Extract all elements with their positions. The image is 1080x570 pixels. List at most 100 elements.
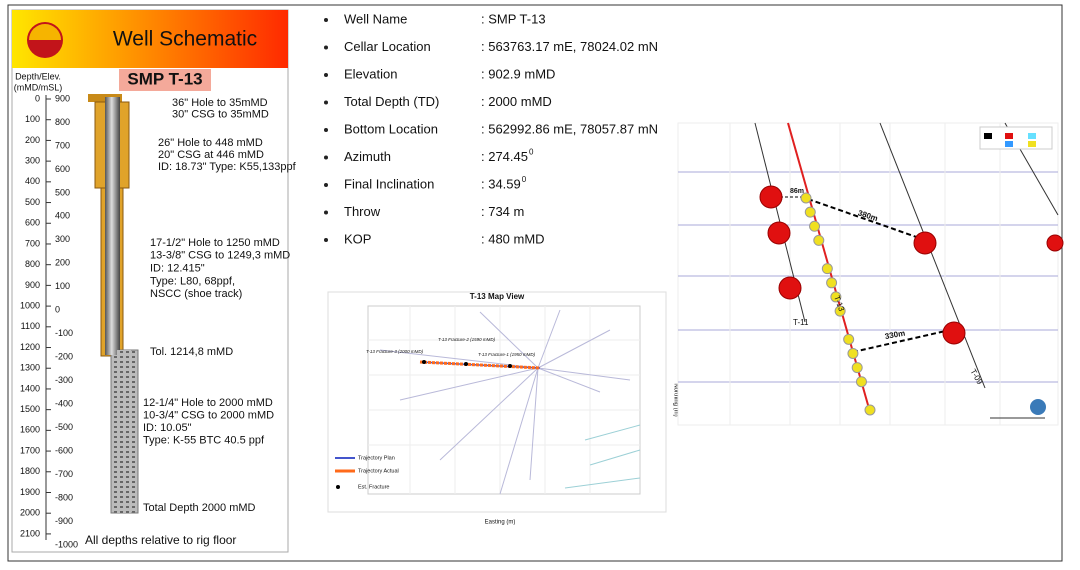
- map-y-label: Northing (m): [672, 383, 678, 416]
- elevation-tick-label: -1000: [55, 539, 78, 549]
- distance-label: 330m: [884, 329, 906, 341]
- map-contours: [564, 424, 641, 489]
- depth-tick-label: 1100: [21, 321, 40, 331]
- annotation: Total Depth 2000 mMD: [143, 502, 256, 514]
- info-value: : 734 m: [481, 204, 524, 219]
- fracture-point: [508, 364, 512, 368]
- distance-line: [807, 198, 926, 241]
- annotation: NSCC (shoe track): [150, 288, 242, 300]
- depth-tick-label: 200: [25, 135, 40, 145]
- fracture-point: [464, 362, 468, 366]
- map-view: T-13 Map View Easting (m) Northing (m) T-13…: [327, 291, 678, 526]
- bullet: [324, 100, 328, 105]
- axis-label: Depth/Elev.: [15, 71, 61, 81]
- annotation: 20" CSG at 446 mMD: [158, 149, 264, 161]
- depth-tick-label: 1500: [20, 404, 40, 414]
- legend-swatch: [1028, 141, 1036, 147]
- fracture-marker: [778, 276, 802, 300]
- annotation: 30" CSG to 35mMD: [172, 108, 269, 120]
- depth-tick-label: 2000: [20, 508, 40, 518]
- bullet: [324, 155, 328, 160]
- depth-tick-label: 500: [25, 197, 40, 207]
- info-value: : 480 mMD: [481, 231, 545, 246]
- depth-tick-label: 600: [25, 218, 40, 228]
- depth-tick-label: 2100: [20, 528, 40, 538]
- sensor-dot: [855, 376, 867, 388]
- fracture-label: T-13 Fracture-1 (1950 mMD): [478, 352, 536, 357]
- map-grid: [368, 306, 640, 494]
- info-label: Bottom Location: [344, 121, 438, 136]
- elevation-tick-label: 200: [55, 258, 70, 268]
- annotation: 26" Hole to 448 mMD: [158, 137, 263, 149]
- info-value: : SMP T-13: [481, 11, 546, 26]
- map-legend-label: Est. Fracture: [358, 484, 389, 490]
- bullet: [324, 45, 328, 50]
- depth-tick-label: 1900: [20, 487, 40, 497]
- depth-tick-label: 1800: [20, 466, 40, 476]
- sensor-dot: [821, 263, 833, 275]
- elevation-tick-label: -800: [55, 492, 73, 502]
- legend-swatch: [1005, 141, 1013, 147]
- annotation: ID: 10.05": [143, 422, 192, 434]
- fracture-marker: [942, 321, 966, 345]
- sensor-dot: [847, 347, 859, 359]
- annotation: 17-1/2" Hole to 1250 mMD: [150, 237, 280, 249]
- fracture-marker: [913, 231, 937, 255]
- legend-swatch: [984, 133, 992, 139]
- elevation-tick-label: 700: [55, 140, 70, 150]
- elevation-tick-label: 400: [55, 211, 70, 221]
- trajectory-actual: [419, 360, 541, 370]
- depth-tick-label: 1400: [20, 383, 40, 393]
- elevation-tick-label: -400: [55, 398, 73, 408]
- depth-tick-label: 900: [25, 280, 40, 290]
- logo-sun: [29, 24, 61, 40]
- bullet: [324, 128, 328, 132]
- info-label: Elevation: [344, 66, 397, 81]
- bullet: [324, 18, 328, 22]
- annotation: Tol. 1214,8 mMD: [150, 346, 233, 358]
- elevation-tick-label: 800: [55, 117, 70, 127]
- annotation: 13-3/8" CSG to 1249,3 mMD: [150, 250, 290, 262]
- liner: [117, 350, 131, 513]
- sensor-dot: [834, 305, 846, 317]
- view-3d: [677, 122, 1064, 426]
- map-x-label: Easting (m): [485, 520, 516, 526]
- sensor-dot: [809, 220, 821, 232]
- elevation-tick-label: -100: [55, 328, 73, 338]
- distance-label: 86m: [790, 188, 804, 195]
- info-label: Final Inclination: [344, 176, 434, 191]
- info-label: Throw: [344, 204, 381, 219]
- info-label: KOP: [344, 231, 371, 246]
- annotation: 12-1/4" Hole to 2000 mMD: [143, 397, 273, 409]
- annotation: Type: L80, 68ppf,: [150, 275, 235, 287]
- annotation: 10-3/4" CSG to 2000 mMD: [143, 409, 274, 421]
- bullet: [324, 238, 328, 242]
- elevation-tick-label: -700: [55, 469, 73, 479]
- sensor-dot: [804, 206, 816, 218]
- annotation: ID: 12.415": [150, 263, 205, 275]
- depth-tick-label: 1600: [20, 425, 40, 435]
- depth-tick-label: 800: [25, 259, 40, 269]
- info-value: : 2000 mMD: [481, 94, 552, 109]
- depth-tick-label: 1700: [20, 445, 40, 455]
- info-value: : 34.59: [481, 176, 521, 191]
- annotation: 36" Hole to 35mMD: [172, 97, 268, 109]
- elevation-tick-label: 100: [55, 281, 70, 291]
- depth-tick-label: 1300: [20, 363, 40, 373]
- elevation-tick-label: 900: [55, 93, 70, 103]
- well-t09: [879, 122, 986, 389]
- fracture-label: T-13 Fracture-2 (1590 mMD): [438, 337, 496, 342]
- distance-line: [852, 329, 951, 353]
- elevation-tick-label: -500: [55, 422, 73, 432]
- sensor-dot: [826, 277, 838, 289]
- map-faults: [379, 309, 631, 495]
- depth-tick-label: 1200: [20, 342, 40, 352]
- fracture-point: [422, 360, 426, 364]
- well-name: SMP T-13: [127, 69, 202, 88]
- elevation-tick-label: 300: [55, 234, 70, 244]
- well-label: T-11: [793, 318, 809, 327]
- fracture-marker: [759, 185, 783, 209]
- depth-tick-label: 1000: [20, 300, 40, 310]
- elevation-tick-label: -200: [55, 352, 73, 362]
- schematic-title: Well Schematic: [113, 28, 257, 51]
